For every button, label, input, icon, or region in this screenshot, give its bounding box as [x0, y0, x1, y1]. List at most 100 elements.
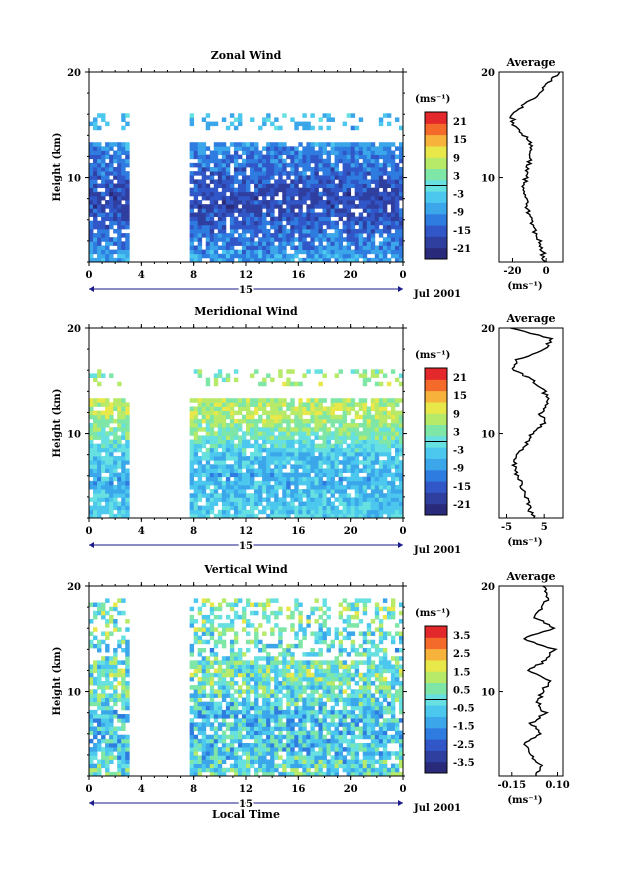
- heatmap-cell: [241, 257, 247, 263]
- heatmap-cell: [221, 639, 227, 645]
- heatmap-cell: [113, 216, 118, 222]
- heatmap-cell: [93, 709, 98, 715]
- heatmap-cell: [282, 681, 287, 686]
- heatmap-cell: [221, 668, 227, 674]
- heatmap-cell: [290, 734, 295, 740]
- heatmap-cell: [322, 468, 327, 473]
- heatmap-cell: [274, 233, 279, 238]
- heatmap-cell: [266, 431, 271, 436]
- heatmap-cell: [266, 414, 271, 420]
- heatmap-cell: [117, 146, 122, 151]
- heatmap-cell: [374, 402, 380, 407]
- heatmap-cell: [278, 738, 283, 744]
- heatmap-cell: [362, 423, 368, 428]
- heatmap-cell: [125, 212, 130, 217]
- heatmap-cell: [246, 456, 251, 461]
- heatmap-cell: [101, 373, 106, 378]
- heatmap-cell: [270, 742, 275, 748]
- heatmap-cell: [390, 497, 396, 502]
- heatmap-cell: [278, 208, 283, 213]
- heatmap-cell: [322, 398, 327, 403]
- heatmap-cell: [358, 228, 364, 234]
- heatmap-cell: [89, 187, 94, 193]
- heatmap-cell: [97, 489, 102, 494]
- colorbar-tick-label: -9: [453, 464, 464, 475]
- heatmap-cell: [306, 191, 311, 197]
- heatmap-cell: [302, 224, 307, 230]
- heatmap-cell: [334, 406, 339, 412]
- heatmap-cell: [322, 423, 327, 428]
- heatmap-cell: [274, 447, 279, 453]
- heatmap-cell: [117, 154, 122, 160]
- heatmap-cell: [294, 121, 299, 127]
- heatmap-cell: [370, 460, 376, 465]
- heatmap-cell: [121, 398, 126, 403]
- heatmap-cell: [250, 402, 255, 407]
- heatmap-cell: [213, 627, 219, 632]
- heatmap-cell: [374, 228, 380, 234]
- heatmap-cell: [125, 656, 130, 661]
- heatmap-cell: [274, 125, 279, 131]
- heatmap-cell: [93, 464, 98, 469]
- heatmap-cell: [298, 212, 303, 217]
- heatmap-cell: [121, 183, 126, 189]
- heatmap-cell: [258, 175, 263, 180]
- heatmap-cell: [97, 175, 102, 180]
- heatmap-cell: [378, 418, 384, 424]
- heatmap-cell: [221, 220, 227, 226]
- heatmap-cell: [358, 146, 364, 151]
- heatmap-cell: [302, 212, 307, 217]
- heatmap-cell: [270, 146, 275, 151]
- heatmap-cell: [362, 142, 368, 147]
- heatmap-cell: [197, 443, 203, 449]
- heatmap-cell: [262, 154, 267, 160]
- heatmap-cell: [101, 714, 106, 719]
- heatmap-cell: [121, 718, 126, 723]
- heatmap-cell: [93, 635, 98, 641]
- heatmap-cell: [117, 245, 122, 251]
- heatmap-cell: [338, 509, 344, 515]
- heatmap-cell: [270, 154, 275, 160]
- heatmap-cell: [201, 722, 207, 727]
- heatmap-cell: [97, 705, 102, 711]
- heatmap-cell: [225, 377, 231, 383]
- heatmap-cell: [314, 398, 319, 403]
- heatmap-cell: [101, 150, 106, 156]
- heatmap-cell: [278, 418, 283, 424]
- heatmap-cell: [374, 183, 380, 189]
- heatmap-cell: [306, 705, 311, 711]
- heatmap-cell: [121, 158, 126, 164]
- heatmap-cell: [262, 489, 267, 494]
- heatmap-cell: [89, 257, 94, 263]
- heatmap-cell: [370, 493, 376, 498]
- heatmap-cell: [334, 505, 339, 511]
- heatmap-cell: [342, 121, 348, 127]
- heatmap-cell: [290, 418, 295, 424]
- heatmap-cell: [209, 763, 215, 769]
- heatmap-cell: [322, 204, 327, 209]
- heatmap-cell: [93, 643, 98, 649]
- heatmap-cell: [382, 435, 388, 440]
- heatmap-cell: [93, 734, 98, 740]
- heatmap-cell: [213, 423, 219, 428]
- heatmap-cell: [246, 755, 251, 760]
- heatmap-cell: [193, 410, 199, 416]
- heatmap-cell: [262, 656, 267, 661]
- heatmap-cell: [229, 121, 235, 127]
- heatmap-cell: [274, 610, 279, 616]
- heatmap-cell: [225, 373, 231, 378]
- heatmap-cell: [213, 484, 219, 490]
- heatmap-cell: [314, 472, 319, 478]
- heatmap-cell: [290, 191, 295, 197]
- heatmap-cell: [109, 730, 114, 736]
- heatmap-cell: [314, 216, 319, 222]
- heatmap-cell: [109, 224, 114, 230]
- heatmap-cell: [113, 685, 118, 690]
- heatmap-cell: [233, 464, 239, 469]
- heatmap-cell: [233, 443, 239, 449]
- heatmap-cell: [225, 398, 231, 403]
- heatmap-cell: [89, 179, 94, 184]
- heatmap-cell: [254, 738, 259, 744]
- heatmap-cell: [250, 701, 255, 707]
- heatmap-cell: [254, 460, 259, 465]
